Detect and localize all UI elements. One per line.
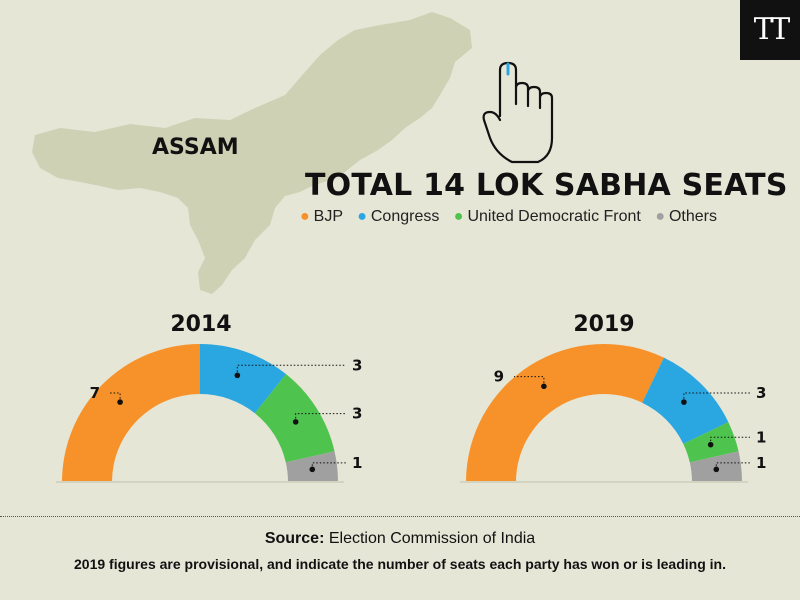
legend-item-others: ● Others [655,208,717,225]
voting-finger-icon [482,61,554,164]
footnote: 2019 figures are provisional, and indica… [74,556,726,572]
legend-dot-icon: ● [655,208,665,225]
leader-line [683,392,750,403]
slice-bjp [62,344,200,482]
donut-chart-2019: 9 3 1 1 [460,343,766,483]
legend: ● BJP ● Congress ● United Democratic Front … [300,208,760,226]
page-title: TOTAL 14 LOK SABHA SEATS [305,168,788,203]
brand-logo: TT [740,0,800,60]
value-label: 3 [352,405,362,423]
value-label: 1 [352,454,362,472]
divider [0,516,800,517]
leader-line [715,462,750,470]
slice-congress [200,344,287,414]
value-label: 3 [756,384,766,402]
value-label: 1 [756,454,766,472]
assam-map-shape [32,12,472,294]
source-label: Source: [264,530,325,547]
legend-item-udf: ● United Democratic Front [454,208,646,225]
leader-line [710,436,750,445]
donut-chart-2014: 7 3 3 1 [56,344,362,483]
legend-label: United Democratic Front [467,208,641,225]
legend-label: BJP [313,208,343,225]
legend-dot-icon: ● [357,208,367,225]
region-label: ASSAM [152,135,239,160]
value-label: 9 [494,368,504,386]
value-label: 3 [352,356,362,374]
source-line: Source: Election Commission of India [0,530,800,548]
legend-label: Congress [370,208,440,225]
legend-label: Others [668,208,717,225]
chart-title-2019: 2019 [573,312,635,337]
leader-line [295,413,346,422]
legend-item-bjp: ● BJP [300,208,347,225]
legend-dot-icon: ● [453,208,464,225]
source-text: Election Commission of India [328,530,536,547]
legend-dot-icon: ● [300,208,310,225]
chart-title-2014: 2014 [170,312,232,337]
leader-line [311,462,346,470]
value-label: 7 [90,384,100,402]
slice-bjp [466,343,664,482]
slice-united-democratic-front [254,374,335,463]
legend-item-congress: ● Congress [357,208,444,225]
slice-marker [541,383,547,390]
value-label: 1 [756,428,766,446]
